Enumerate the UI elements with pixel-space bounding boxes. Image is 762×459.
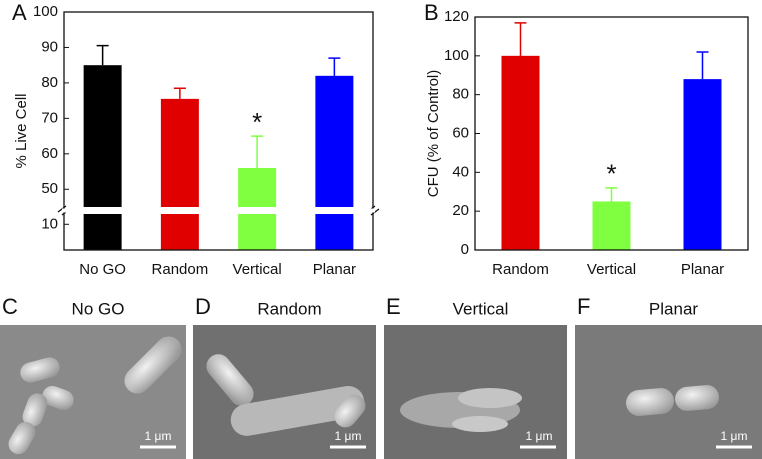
y-tick-label: 10 [41, 215, 58, 232]
panel-letter: D [195, 294, 211, 319]
scale-label: 1 μm [721, 429, 748, 443]
panel-title: Vertical [453, 299, 509, 318]
annotation: * [606, 159, 616, 189]
error-bar [173, 87, 186, 99]
x-tick-label: No GO [79, 261, 126, 278]
y-tick-label: 0 [461, 241, 469, 258]
x-tick-label: Planar [681, 261, 724, 278]
scale-label: 1 μm [145, 429, 172, 443]
error-bar [251, 135, 264, 168]
error-bar [514, 22, 527, 56]
panel-letter: E [386, 294, 401, 319]
y-tick-label: 70 [41, 109, 58, 126]
axis-break [62, 208, 375, 213]
y-tick-label: 100 [444, 47, 469, 64]
y-tick-label: 20 [452, 202, 469, 219]
bar [83, 65, 122, 250]
bar [592, 201, 631, 250]
scale-label: 1 μm [335, 429, 362, 443]
panel-letter: F [577, 294, 590, 319]
sem-image-d [193, 325, 376, 459]
y-tick-label: 40 [452, 163, 469, 180]
x-tick-label: Random [152, 261, 209, 278]
bar [160, 98, 199, 250]
x-tick-label: Random [492, 261, 549, 278]
y-axis-title: CFU (% of Control) [425, 70, 442, 198]
sem-image-c [0, 325, 186, 459]
y-tick-label: 60 [452, 124, 469, 141]
panel-letter: A [12, 0, 27, 25]
scale-label: 1 μm [526, 429, 553, 443]
sem-image-f [575, 325, 762, 459]
bar [683, 79, 722, 250]
x-tick-label: Vertical [233, 261, 282, 278]
y-tick-label: 120 [444, 8, 469, 25]
y-tick-label: 100 [33, 3, 58, 20]
panel-title: Planar [649, 299, 698, 318]
y-axis-title: % Live Cell [13, 93, 30, 168]
panel-letter: B [424, 0, 439, 25]
annotation: * [252, 107, 262, 137]
error-bar [328, 57, 341, 76]
x-tick-label: Vertical [587, 261, 636, 278]
bar [315, 75, 354, 251]
panel-title: No GO [72, 299, 125, 318]
error-bar [605, 187, 618, 202]
y-tick-label: 80 [41, 74, 58, 91]
sem-image-e [384, 325, 567, 459]
plot-frame [63, 11, 374, 251]
bar [501, 55, 540, 251]
panel-letter: C [2, 294, 18, 319]
y-tick-label: 50 [41, 180, 58, 197]
panel-title: Random [257, 299, 321, 318]
error-bar [96, 44, 109, 66]
y-tick-label: 60 [41, 145, 58, 162]
y-tick-label: 90 [41, 38, 58, 55]
y-tick-label: 80 [452, 86, 469, 103]
x-tick-label: Planar [313, 261, 356, 278]
error-bar [696, 51, 709, 80]
